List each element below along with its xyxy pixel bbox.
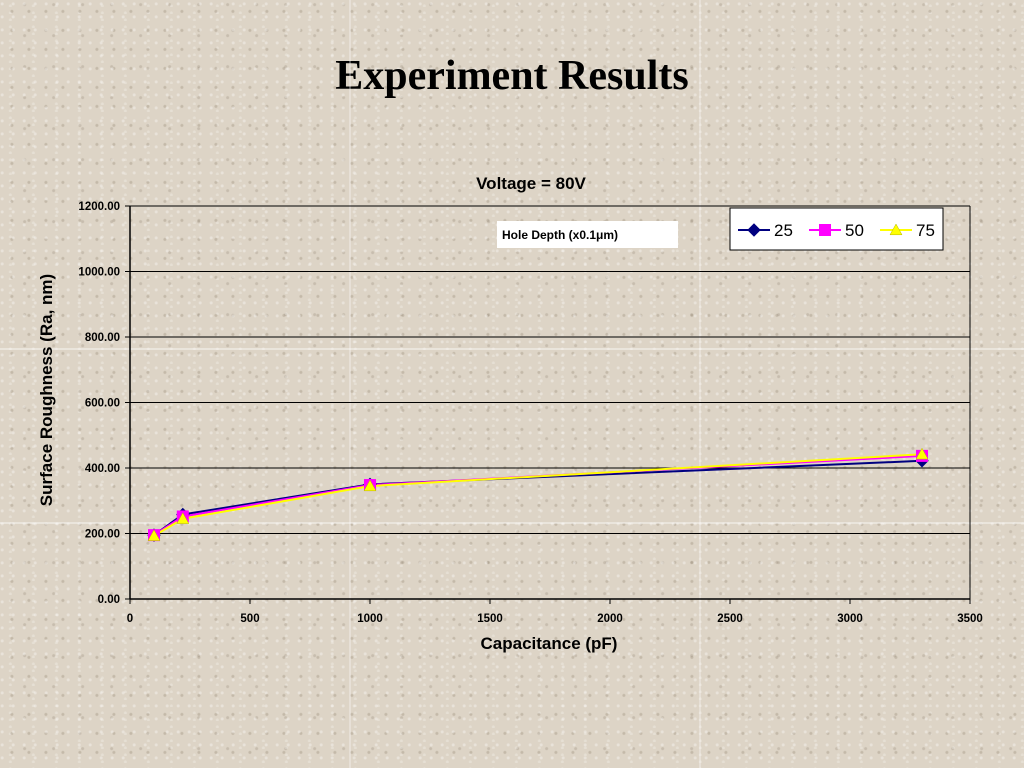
x-tick-label: 2000 [597,613,623,625]
x-tick-label: 1000 [357,613,383,625]
data-point-75 [147,529,161,541]
data-point-75 [915,447,929,460]
y-tick-label: 600.00 [85,398,120,410]
series-line-25 [153,459,923,536]
annotation-label: Hole Depth (x0.1μm) [502,228,618,242]
x-tick-label: 0 [127,613,133,625]
series-line-75 [153,453,923,537]
y-tick-label: 400.00 [85,463,120,475]
x-axis-title: Capacitance (pF) [481,634,618,653]
data-point-75 [176,512,190,524]
y-tick-label: 800.00 [85,332,120,344]
x-tick-label: 3000 [837,613,863,625]
legend-marker-25 [747,223,761,237]
legend-label-25: 25 [774,221,793,240]
y-axis-title: Surface Roughness (Ra, nm) [37,274,56,506]
x-tick-label: 500 [240,613,259,625]
annotation-box [497,221,678,248]
x-tick-label: 2500 [717,613,743,625]
legend-marker-75 [889,223,903,236]
y-tick-label: 1000.00 [78,267,120,279]
data-point-75 [363,479,377,492]
y-tick-label: 200.00 [85,529,120,541]
y-tick-label: 0.00 [98,594,120,606]
y-tick-label: 1200.00 [78,201,120,213]
x-tick-label: 3500 [957,613,983,625]
slide-title: Experiment Results [335,53,689,99]
x-tick-label: 1500 [477,613,503,625]
legend-label-75: 75 [916,221,935,240]
legend-marker-50 [819,224,831,236]
chart-title: Voltage = 80V [476,174,586,193]
legend-label-50: 50 [845,221,864,240]
